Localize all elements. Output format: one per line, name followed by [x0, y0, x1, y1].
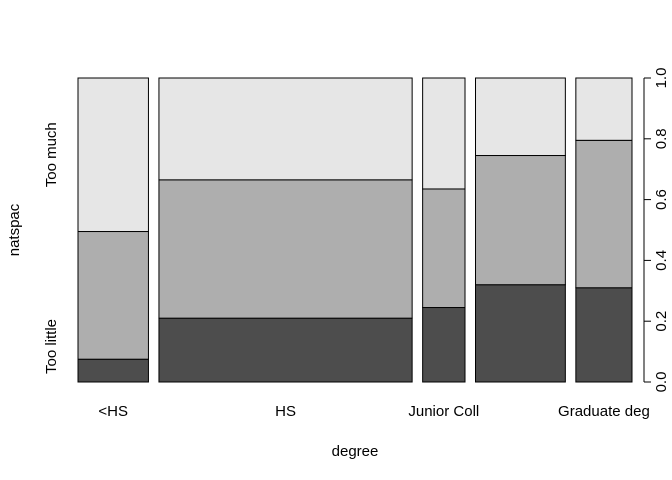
- bar-segment-3-1: [475, 155, 566, 286]
- bar-segment-0-1: [77, 231, 149, 360]
- y-axis-title: natspac: [6, 203, 23, 256]
- right-axis-label-1: 0.2: [653, 311, 670, 332]
- bar-segment-1-1: [158, 179, 413, 319]
- x-tick-label-2: Junior Coll: [408, 403, 479, 420]
- bar-segment-4-2: [575, 77, 633, 141]
- right-axis-label-2: 0.4: [653, 250, 670, 271]
- x-tick-labels: <HS HS Junior Coll Graduate deg: [98, 403, 649, 420]
- bar-segment-2-1: [422, 188, 466, 309]
- x-tick-label-1: HS: [275, 403, 296, 420]
- left-level-labels: Too little Too much: [43, 122, 60, 374]
- left-level-label-2: Too much: [43, 122, 60, 187]
- bar-segment-0-0: [77, 358, 149, 383]
- bars-group: [77, 77, 633, 383]
- bar-segment-4-1: [575, 139, 633, 289]
- bar-segment-2-2: [422, 77, 466, 190]
- right-axis-label-0: 0.0: [653, 372, 670, 393]
- x-tick-label-0: <HS: [98, 403, 128, 420]
- bar-segment-4-0: [575, 287, 633, 383]
- right-axis-label-3: 0.6: [653, 189, 670, 210]
- bar-segment-1-0: [158, 317, 413, 383]
- right-axis: 0.0 0.2 0.4 0.6 0.8 1.0: [643, 68, 670, 393]
- left-level-label-0: Too little: [43, 319, 60, 374]
- x-tick-label-4: Graduate deg: [558, 403, 650, 420]
- bar-segment-0-2: [77, 77, 149, 233]
- bar-segment-3-0: [475, 284, 566, 383]
- bar-segment-1-2: [158, 77, 413, 181]
- bar-segment-3-2: [475, 77, 566, 157]
- right-axis-label-5: 1.0: [653, 68, 670, 89]
- right-axis-label-4: 0.8: [653, 128, 670, 149]
- x-axis-title: degree: [332, 443, 379, 460]
- bar-segment-2-0: [422, 307, 466, 383]
